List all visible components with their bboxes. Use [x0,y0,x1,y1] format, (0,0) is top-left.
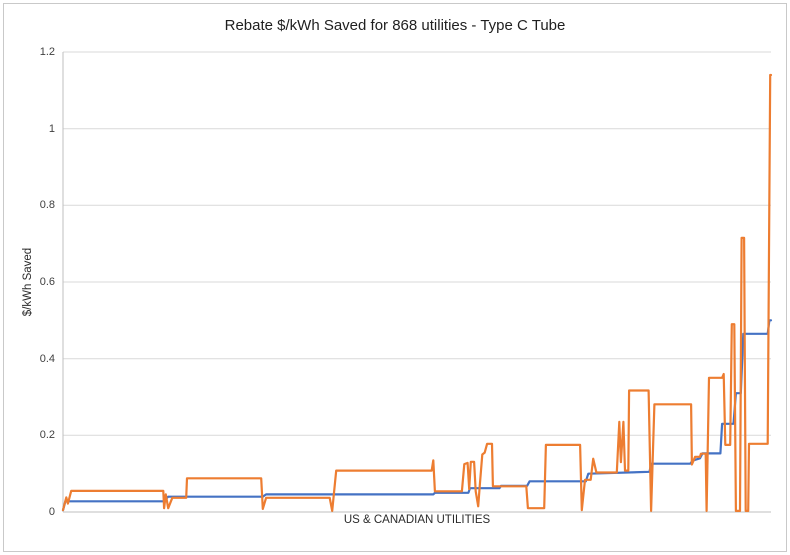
y-tick-label: 1.2 [39,46,55,58]
y-tick-label: 0.8 [39,199,55,212]
y-tick-label: 0.2 [39,429,55,442]
y-tick-label: 0.6 [39,276,55,288]
orange-volatile-series [61,73,773,512]
chart-title: Rebate $/kWh Saved for 868 utilities - T… [224,17,566,34]
y-tick-label: 0 [48,506,55,518]
chart-outer-frame [3,3,787,552]
y-tick-label: 1 [48,122,55,135]
y-tick-label: 0.4 [39,352,55,365]
blue-step-series [61,319,773,512]
x-axis-title: US & CANADIAN UTILITIES [343,514,491,526]
